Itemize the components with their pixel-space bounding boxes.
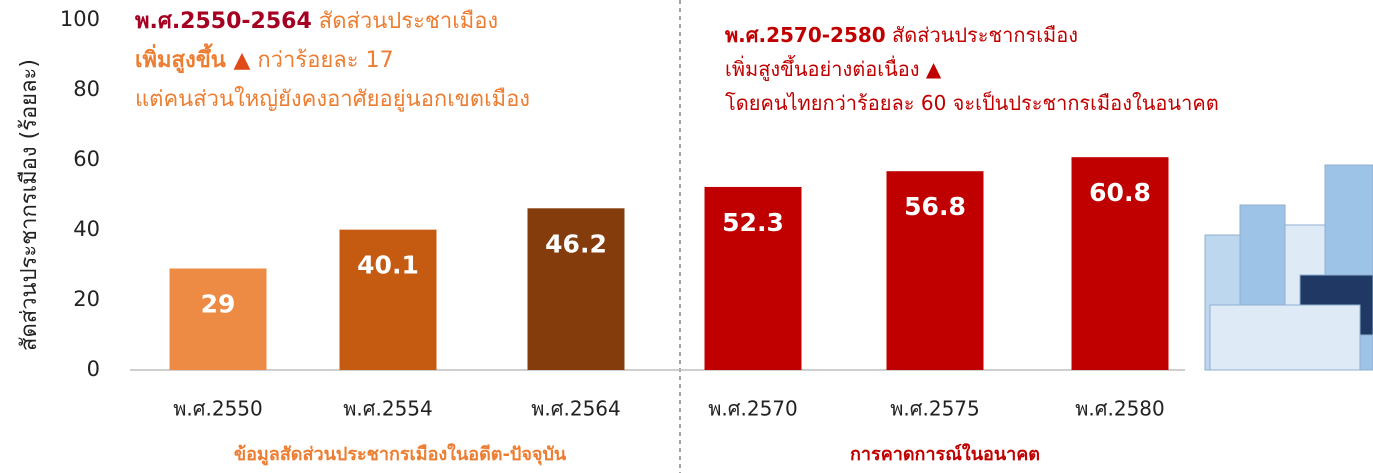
annotation-text: สัดส่วนประชากรเมือง (886, 23, 1078, 47)
group-label: การคาดการณ์ในอนาคต (850, 443, 1040, 465)
y-tick-label: 60 (73, 147, 100, 171)
annotation-text: พ.ศ.2550-2564 (135, 9, 312, 34)
building-illustration (1204, 164, 1373, 371)
annotation-text: เพิ่มสูงขึ้น (135, 43, 233, 74)
data-label: 46.2 (545, 229, 607, 258)
group-label: ข้อมูลสัดส่วนประชากรเมืองในอดีต-ปัจจุบัน (234, 443, 567, 466)
y-tick-label: 20 (73, 287, 100, 311)
annotation-text: เพิ่มสูงขึ้นอย่างต่อเนื่อง ▲ (725, 55, 942, 82)
annotation-text: แต่คนส่วนใหญ่ยังคงอาศัยอยู่นอกเขตเมือง (135, 86, 530, 112)
x-tick-label: พ.ศ.2564 (531, 397, 621, 421)
annotation-text: ▲ (233, 48, 250, 73)
data-label: 40.1 (357, 251, 419, 280)
x-tick-label: พ.ศ.2554 (343, 397, 433, 421)
annotation-line: พ.ศ.2570-2580 สัดส่วนประชากรเมือง (725, 23, 1078, 47)
data-label: 52.3 (722, 208, 784, 237)
annotation-line: พ.ศ.2550-2564 สัดส่วนประชาเมือง (135, 9, 498, 34)
annotation-text: สัดส่วนประชาเมือง (312, 9, 498, 34)
annotation-line: เพิ่มสูงขึ้น ▲ กว่าร้อยละ 17 (135, 43, 394, 74)
annotation-text: โดยคนไทยกว่าร้อยละ 60 จะเป็นประชากรเมือง… (725, 90, 1219, 115)
annotation-text: กว่าร้อยละ 17 (250, 48, 393, 73)
x-tick-label: พ.ศ.2570 (708, 397, 798, 421)
data-label: 60.8 (1089, 178, 1151, 207)
bar (339, 229, 437, 370)
data-label: 29 (201, 290, 236, 319)
annotation-line: เพิ่มสูงขึ้นอย่างต่อเนื่อง ▲ (725, 55, 942, 82)
x-tick-label: พ.ศ.2575 (890, 397, 980, 421)
y-axis-title: สัดส่วนประชากรเมือง (ร้อยละ) (17, 59, 42, 351)
bar (1071, 157, 1169, 370)
y-tick-label: 40 (73, 217, 100, 241)
x-tick-label: พ.ศ.2580 (1075, 397, 1165, 421)
y-tick-label: 80 (73, 77, 100, 101)
bar (169, 268, 267, 370)
bar (704, 186, 802, 370)
x-tick-label: พ.ศ.2550 (173, 397, 263, 421)
data-label: 56.8 (904, 192, 966, 221)
annotation-line: แต่คนส่วนใหญ่ยังคงอาศัยอยู่นอกเขตเมือง (135, 86, 530, 112)
bar (886, 171, 984, 370)
annotation-line: โดยคนไทยกว่าร้อยละ 60 จะเป็นประชากรเมือง… (725, 90, 1219, 115)
y-tick-label: 0 (87, 357, 100, 381)
annotation-text: พ.ศ.2570-2580 (725, 23, 886, 47)
y-tick-label: 100 (60, 7, 100, 31)
bar (527, 208, 625, 370)
